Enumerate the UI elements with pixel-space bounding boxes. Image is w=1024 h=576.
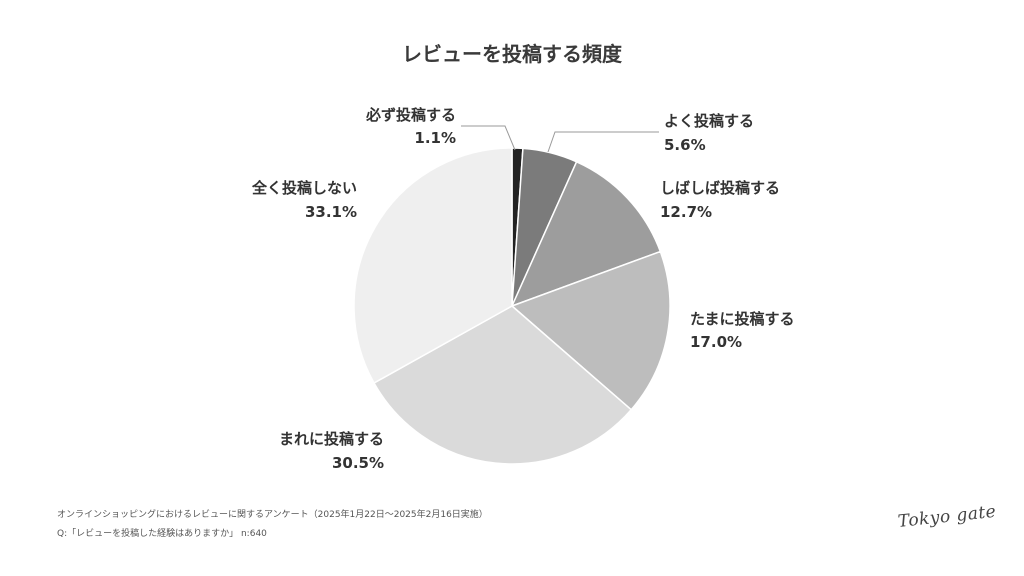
slice-label-3: しばしば投稿する: [660, 179, 780, 197]
slice-label-1: 必ず投稿する: [365, 106, 456, 124]
chart-title: レビューを投稿する頻度: [402, 42, 622, 66]
slice-value-2: 5.6%: [664, 136, 706, 154]
survey-source-note: オンラインショッピングにおけるレビューに関するアンケート（2025年1月22日〜…: [57, 510, 488, 520]
slice-value-6: 33.1%: [305, 203, 357, 221]
pie-slice-3: [510, 160, 662, 308]
slice-value-3: 12.7%: [660, 203, 712, 221]
leader-line-2: [547, 131, 659, 153]
pie-slice-5: [372, 305, 633, 465]
slice-label-4: たまに投稿する: [690, 310, 795, 328]
slice-label-6: 全く投稿しない: [251, 179, 357, 197]
pie-slice-4: [510, 250, 671, 411]
pie-slice-6: [353, 147, 513, 385]
slice-label-2: よく投稿する: [664, 112, 754, 130]
slice-label-5: まれに投稿する: [279, 430, 384, 448]
slice-value-5: 30.5%: [332, 454, 384, 472]
slice-value-1: 1.1%: [414, 129, 456, 147]
survey-question-note: Q:「レビューを投稿した経験はありますか」 n:640: [57, 529, 267, 539]
leader-line-1: [461, 125, 516, 151]
slice-value-4: 17.0%: [690, 333, 742, 351]
